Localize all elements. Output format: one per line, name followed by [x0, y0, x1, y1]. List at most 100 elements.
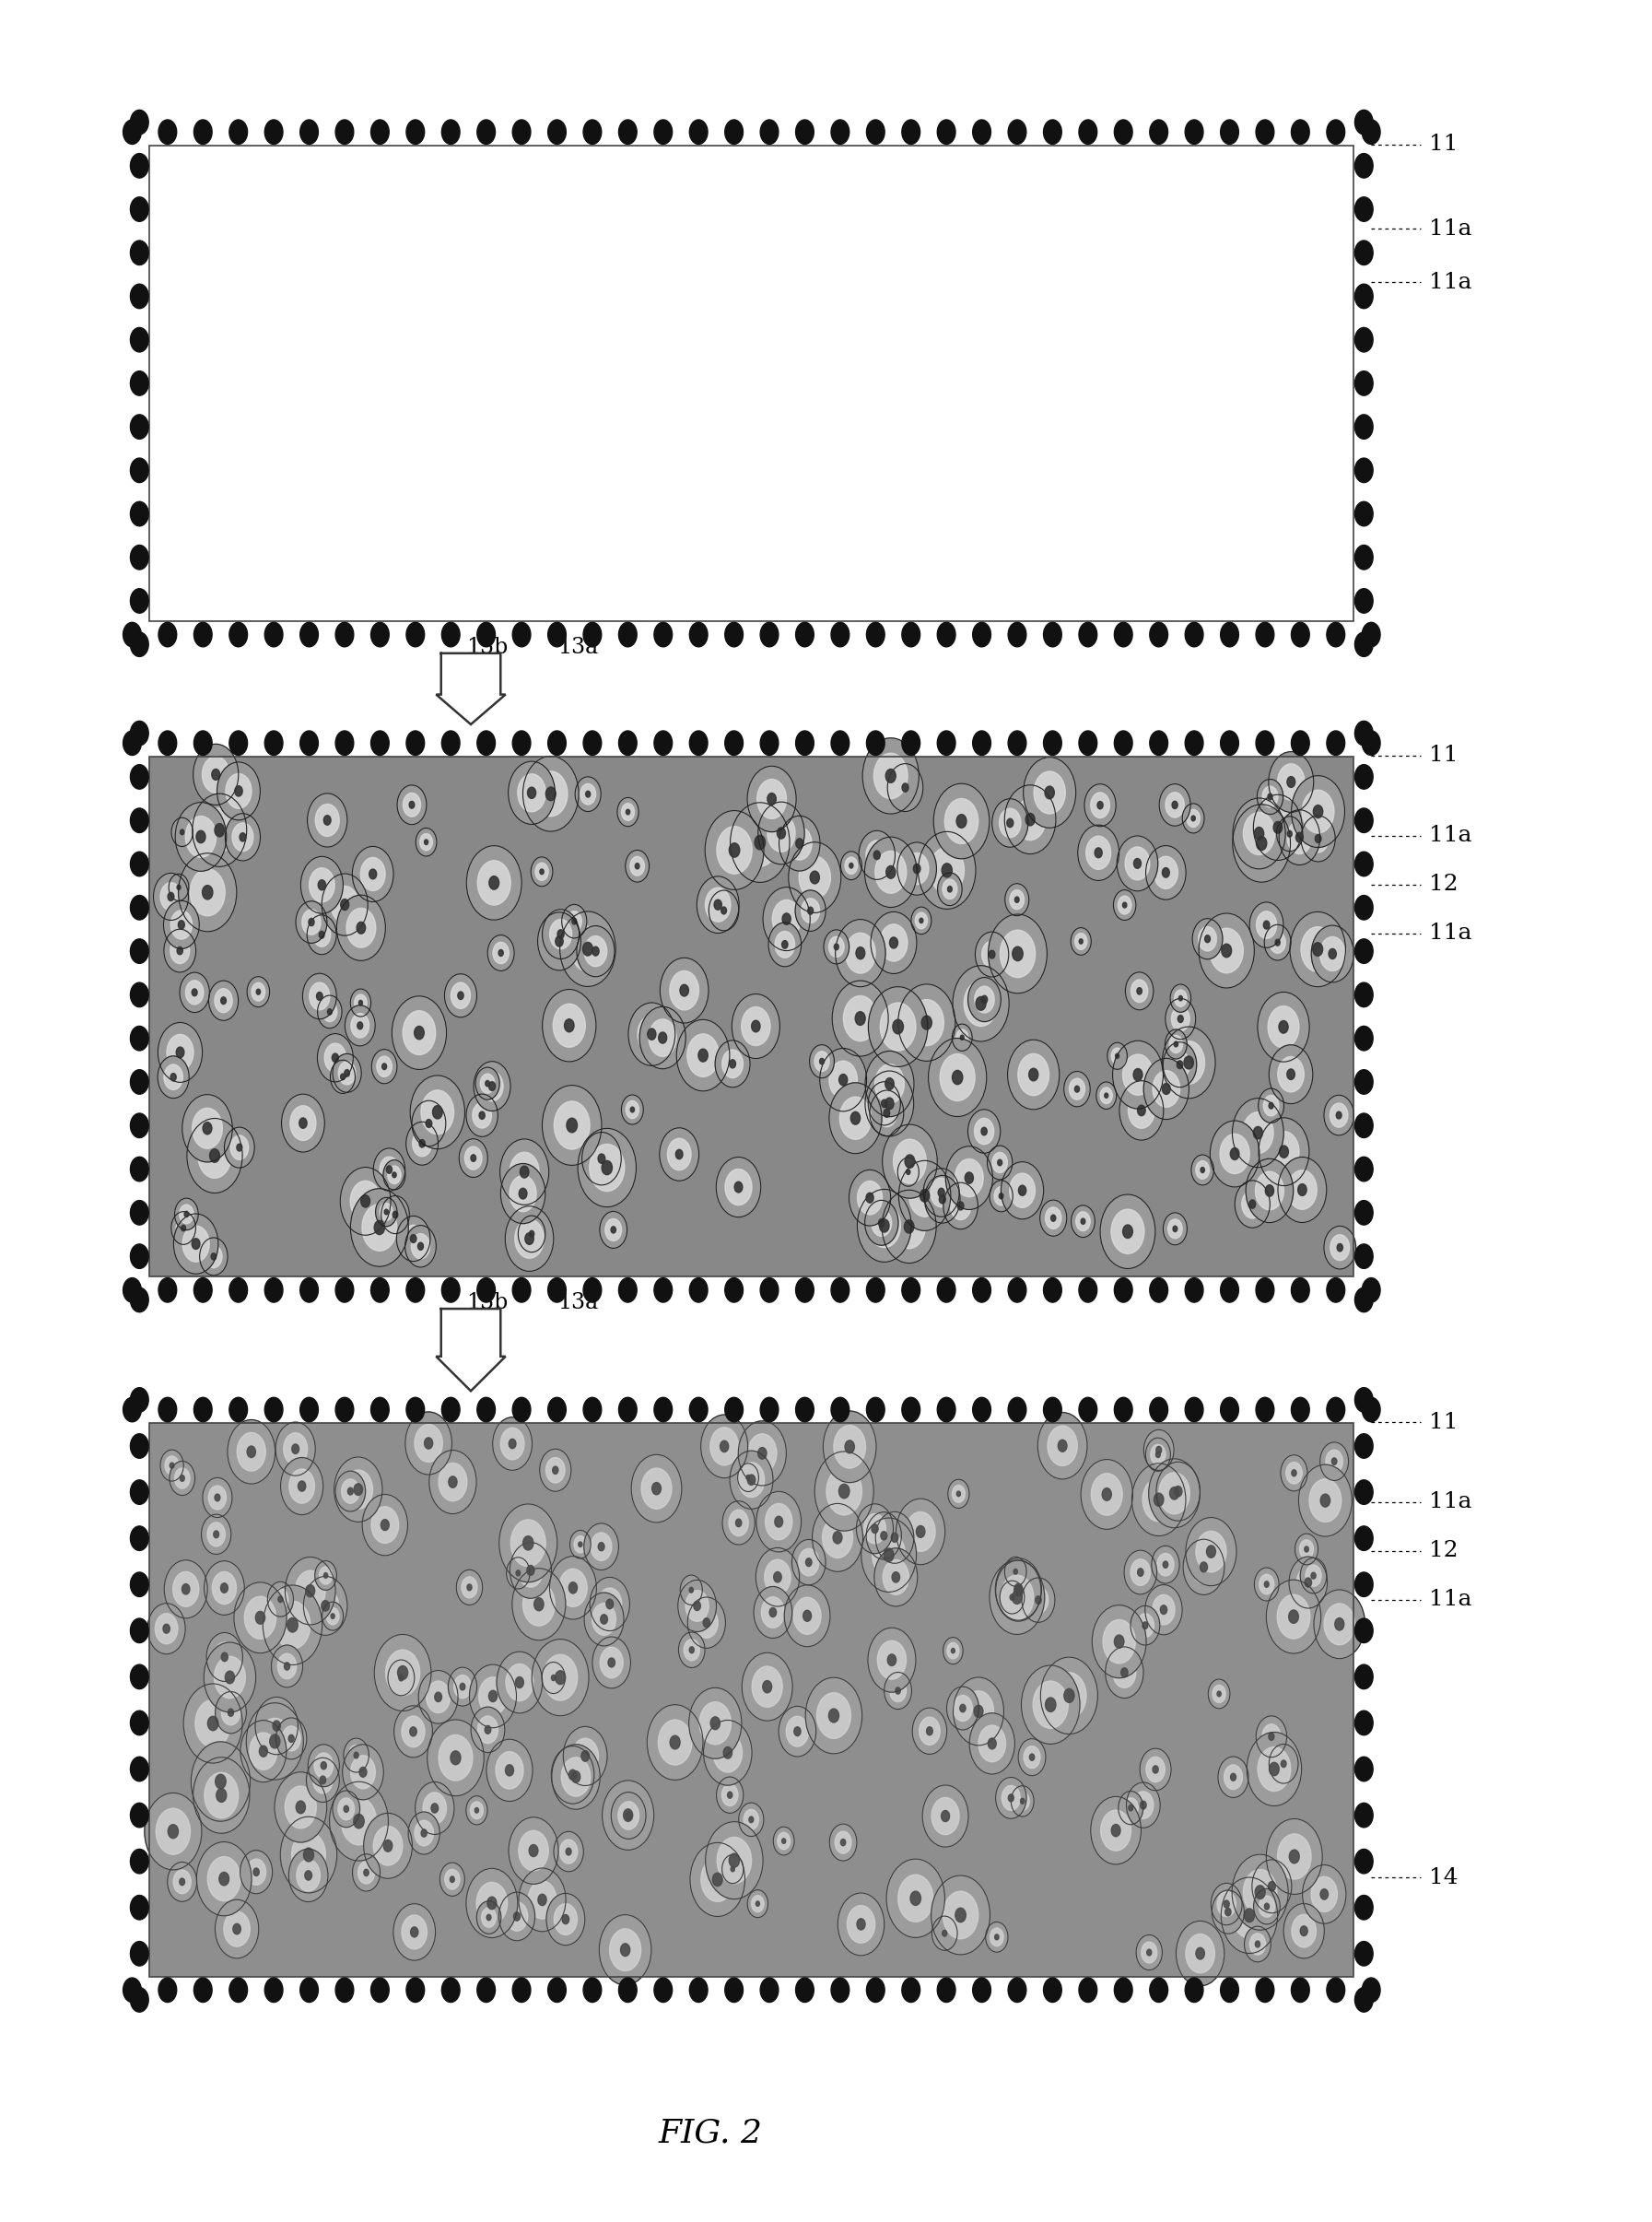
Circle shape [834, 1424, 866, 1469]
Circle shape [1269, 1733, 1274, 1740]
Circle shape [1130, 1607, 1160, 1644]
Circle shape [572, 1771, 580, 1782]
Circle shape [990, 951, 995, 958]
Circle shape [165, 1455, 178, 1475]
Circle shape [347, 909, 375, 947]
Circle shape [183, 1684, 243, 1762]
Circle shape [357, 922, 365, 933]
Circle shape [1127, 1782, 1160, 1829]
Circle shape [170, 911, 192, 940]
Circle shape [1256, 911, 1277, 938]
Circle shape [598, 1589, 621, 1620]
Circle shape [1336, 1244, 1343, 1251]
Circle shape [1163, 1213, 1188, 1244]
Circle shape [375, 1635, 431, 1711]
Circle shape [882, 1100, 887, 1107]
Circle shape [530, 858, 553, 887]
Circle shape [958, 1202, 963, 1211]
Circle shape [572, 927, 605, 971]
Circle shape [548, 622, 567, 647]
Circle shape [1355, 1289, 1373, 1311]
Circle shape [215, 989, 233, 1013]
Circle shape [1037, 1413, 1087, 1480]
Circle shape [813, 1504, 862, 1571]
Circle shape [268, 1582, 294, 1618]
Circle shape [1100, 1195, 1155, 1269]
Circle shape [370, 1278, 390, 1302]
Circle shape [1170, 1051, 1189, 1078]
Circle shape [392, 1173, 396, 1178]
Circle shape [401, 1915, 426, 1949]
Circle shape [1208, 1680, 1231, 1709]
Circle shape [1256, 1886, 1265, 1900]
Circle shape [203, 1478, 233, 1518]
Circle shape [1018, 1740, 1046, 1775]
Circle shape [937, 120, 955, 144]
Circle shape [1008, 622, 1026, 647]
Circle shape [177, 1218, 190, 1238]
Circle shape [975, 1704, 983, 1718]
Circle shape [327, 1607, 339, 1624]
Circle shape [510, 1564, 525, 1582]
Circle shape [1130, 1560, 1150, 1587]
Circle shape [510, 1153, 539, 1191]
Circle shape [892, 1571, 900, 1582]
Circle shape [1180, 995, 1183, 1000]
Circle shape [856, 1011, 866, 1024]
Circle shape [788, 827, 811, 860]
Circle shape [131, 1527, 149, 1551]
Circle shape [773, 1826, 795, 1855]
Circle shape [393, 1211, 398, 1218]
Circle shape [725, 1169, 752, 1204]
Circle shape [788, 842, 841, 913]
Circle shape [1221, 731, 1239, 755]
Circle shape [565, 1020, 573, 1031]
Circle shape [169, 1824, 178, 1838]
Circle shape [555, 935, 563, 947]
Circle shape [932, 1184, 953, 1213]
Circle shape [375, 1198, 396, 1227]
Circle shape [590, 1142, 613, 1175]
Circle shape [887, 1653, 895, 1666]
Circle shape [884, 1109, 890, 1118]
Circle shape [747, 1475, 750, 1480]
Circle shape [198, 1133, 231, 1178]
Circle shape [360, 1195, 370, 1207]
Circle shape [757, 1902, 760, 1906]
Circle shape [1297, 1567, 1320, 1598]
Circle shape [169, 893, 173, 900]
Circle shape [479, 1678, 507, 1715]
Circle shape [296, 902, 327, 942]
Circle shape [464, 1147, 482, 1169]
Circle shape [322, 1602, 344, 1631]
Circle shape [1254, 1127, 1262, 1140]
Circle shape [187, 1118, 243, 1193]
Circle shape [354, 1813, 363, 1829]
Circle shape [1254, 1889, 1280, 1924]
Circle shape [370, 731, 390, 755]
Circle shape [529, 1880, 557, 1920]
Circle shape [552, 1744, 600, 1809]
Circle shape [1160, 1604, 1166, 1613]
Circle shape [1150, 1438, 1168, 1462]
Circle shape [550, 1555, 596, 1620]
Circle shape [937, 1398, 955, 1422]
Circle shape [705, 811, 763, 889]
Circle shape [890, 1533, 899, 1542]
Circle shape [867, 1204, 900, 1247]
Circle shape [1327, 1278, 1345, 1302]
Circle shape [585, 935, 606, 967]
Circle shape [1204, 935, 1211, 942]
Circle shape [1244, 813, 1275, 855]
Circle shape [611, 1227, 616, 1233]
Circle shape [667, 1138, 691, 1171]
Circle shape [1254, 827, 1264, 840]
Circle shape [540, 1449, 572, 1491]
Circle shape [368, 869, 377, 880]
Circle shape [383, 1160, 405, 1189]
Circle shape [748, 1818, 753, 1822]
Circle shape [1184, 120, 1203, 144]
Circle shape [1011, 1786, 1034, 1818]
Circle shape [1264, 920, 1269, 929]
Circle shape [264, 120, 282, 144]
